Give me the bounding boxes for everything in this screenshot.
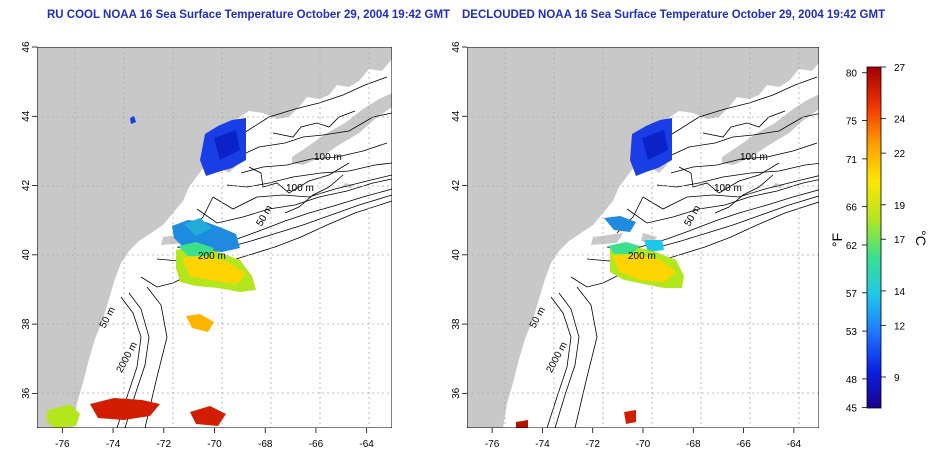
celsius-tick-label: 14 — [894, 287, 906, 298]
fahrenheit-tick-label: 66 — [846, 203, 858, 214]
lat-tick-label-right: 46 — [451, 41, 462, 53]
celsius-tick-label: 24 — [894, 115, 906, 126]
lon-tick-label-right: -66 — [736, 439, 751, 450]
celsius-tick-label: 9 — [894, 373, 900, 384]
left-map-panel: 100 m 100 m 50 m 200 m 50 m 2000 m — [37, 47, 392, 428]
lat-tick-label-left: 40 — [21, 249, 32, 261]
lon-tick-label-left: -70 — [207, 439, 222, 450]
right-map-panel: 100 m 100 m 50 m 200 m 50 m 2000 m — [467, 47, 819, 428]
lat-tick-label-left: 44 — [21, 110, 32, 122]
lat-tick-label-left: 42 — [21, 180, 32, 192]
left-axes: -76 -74 -72 -70 -68 -66 -64 36 38 40 42 44 46 — [21, 41, 374, 450]
celsius-tick-label: 22 — [894, 149, 906, 160]
right-axes: -76 -74 -72 -70 -68 -66 -64 36 38 40 42 44 46 — [451, 41, 802, 450]
fahrenheit-tick-label: 75 — [846, 117, 858, 128]
lon-tick-label-right: -70 — [636, 439, 651, 450]
fahrenheit-tick-label: 80 — [846, 69, 858, 80]
contour-label-200m: 200 m — [198, 251, 226, 262]
lon-tick-label-right: -74 — [535, 439, 550, 450]
lon-tick-label-right: -76 — [485, 439, 500, 450]
lon-tick-label-right: -64 — [787, 439, 802, 450]
fahrenheit-tick-label: 57 — [846, 289, 858, 300]
left-sst-overlay — [46, 116, 256, 428]
contour-label-100m-a: 100 m — [314, 152, 342, 163]
fahrenheit-tick-label: 71 — [846, 155, 858, 166]
lon-tick-label-left: -64 — [359, 439, 374, 450]
fahrenheit-tick-label: 53 — [846, 327, 858, 338]
lon-tick-label-left: -74 — [106, 439, 121, 450]
lon-tick-label-left: -76 — [55, 439, 70, 450]
contour-label-200m-right: 200 m — [628, 251, 656, 262]
lat-tick-label-right: 42 — [451, 180, 462, 192]
fahrenheit-tick-label: 62 — [846, 241, 858, 252]
temperature-colorbar: 27 24 22 19 17 14 12 9 80 75 71 66 62 57 53 48 45 °F °C — [829, 63, 929, 415]
right-sst-overlay — [516, 118, 684, 428]
celsius-tick-label: 19 — [894, 201, 906, 212]
fahrenheit-axis-label: °F — [829, 233, 845, 247]
right-panel-title: DECLOUDED NOAA 16 Sea Surface Temperatur… — [462, 9, 886, 21]
contour-label-100m-b: 100 m — [286, 183, 314, 194]
lon-tick-label-left: -68 — [258, 439, 273, 450]
lat-tick-label-left: 46 — [21, 41, 32, 53]
fahrenheit-tick-label: 48 — [846, 375, 858, 386]
lat-tick-label-left: 36 — [21, 387, 32, 399]
celsius-tick-label: 17 — [894, 235, 906, 246]
colorbar-gradient — [866, 66, 882, 409]
fahrenheit-tick-label: 45 — [846, 404, 858, 415]
contour-label-100m-b-right: 100 m — [714, 183, 742, 194]
contour-label-100m-a-right: 100 m — [740, 152, 768, 163]
lat-tick-label-right: 44 — [451, 110, 462, 122]
lat-tick-label-right: 36 — [451, 387, 462, 399]
celsius-tick-label: 12 — [894, 321, 906, 332]
lat-tick-label-left: 38 — [21, 318, 32, 330]
celsius-tick-label: 27 — [894, 63, 906, 74]
lon-tick-label-left: -72 — [157, 439, 172, 450]
celsius-axis-label: °C — [913, 230, 929, 246]
lat-tick-label-right: 38 — [451, 318, 462, 330]
lon-tick-label-right: -72 — [585, 439, 600, 450]
left-panel-title: RU COOL NOAA 16 Sea Surface Temperature … — [47, 9, 451, 21]
lon-tick-label-right: -68 — [686, 439, 701, 450]
lon-tick-label-left: -66 — [309, 439, 324, 450]
lat-tick-label-right: 40 — [451, 249, 462, 261]
